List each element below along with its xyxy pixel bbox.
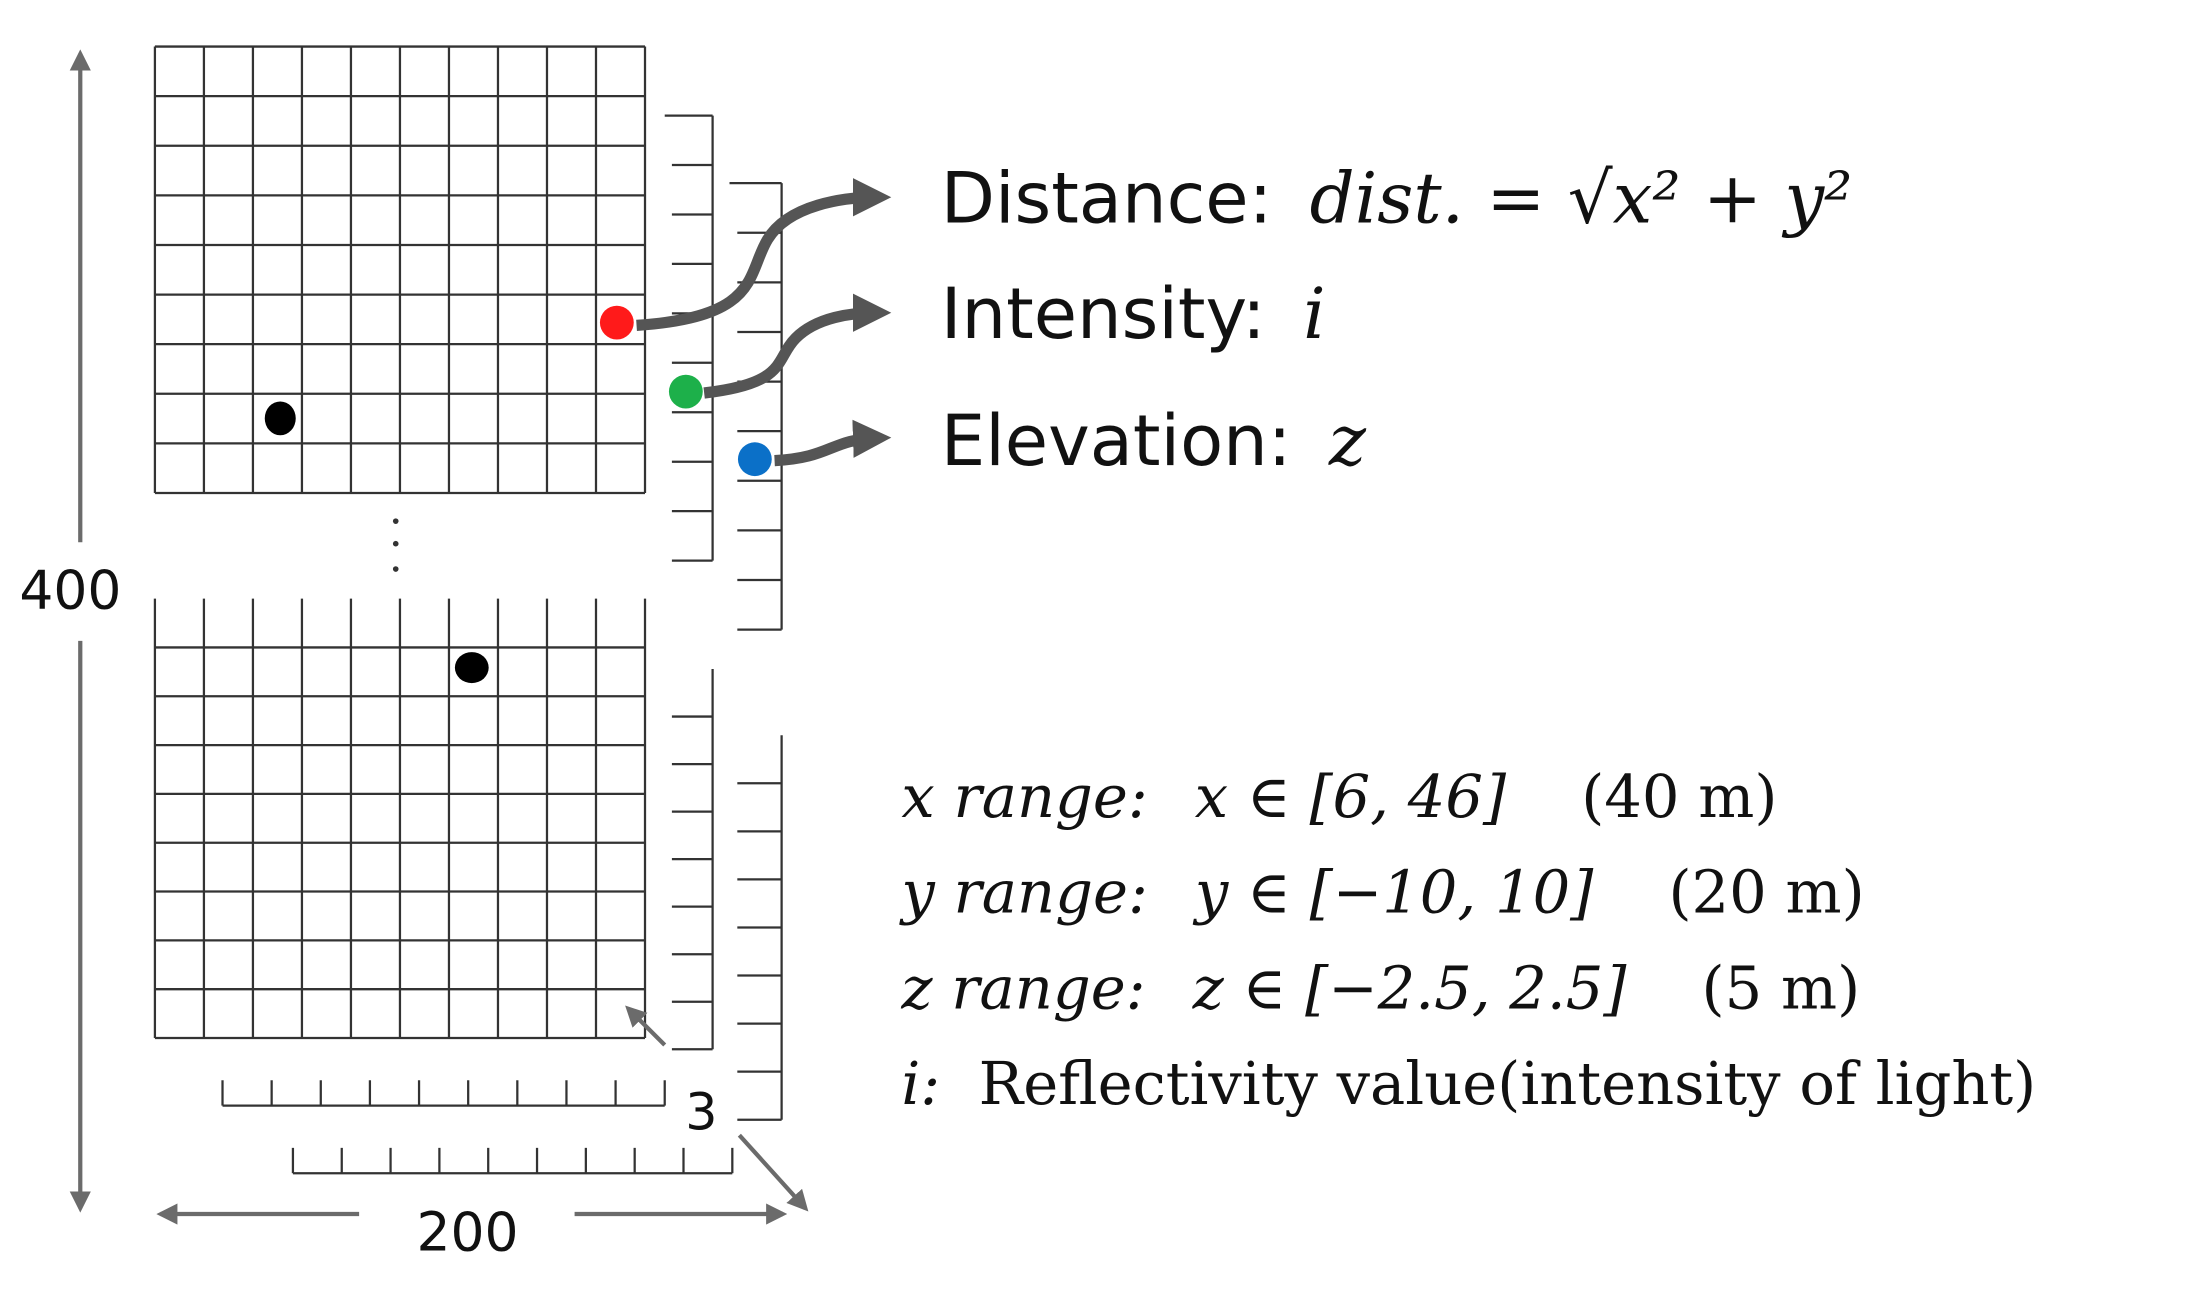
range-expr: Reflectivity value(intensity of light) (979, 1049, 2037, 1118)
point (264, 401, 296, 436)
distance-point (599, 305, 634, 340)
feature-name: Elevation: (941, 400, 1292, 482)
feature-formula: i (1303, 273, 1326, 355)
range: y range: y ∈ [−10, 10] (20 m) (898, 858, 1864, 927)
range-label: i: (901, 1049, 940, 1118)
ellipsis-dot (392, 540, 399, 547)
intensity-point (668, 374, 703, 409)
elevation-point (737, 442, 772, 477)
grid-layers (153, 45, 783, 1175)
range: z range: z ∈ [−2.5, 2.5] (5 m) (900, 953, 1860, 1022)
ellipsis-dot (392, 518, 399, 524)
width-label: 200 (416, 1201, 518, 1264)
range-expr: z ∈ [−2.5, 2.5] (1192, 953, 1628, 1022)
channel-arrow (737, 1133, 809, 1212)
range: i: Reflectivity value(intensity of light… (901, 1049, 2036, 1118)
range-label: y range: (898, 858, 1148, 927)
feature-name: Distance: (941, 158, 1273, 240)
channel-arrow (625, 1005, 667, 1047)
feature-formula: dist. = √x² + y² (1310, 158, 1853, 240)
range: x range: x ∈ [6, 46] (40 m) (901, 762, 1777, 831)
range-expr: x ∈ [6, 46] (1195, 762, 1507, 831)
range-extent: (5 m) (1702, 953, 1861, 1022)
range-expr: y ∈ [−10, 10] (1192, 858, 1594, 927)
range-label: x range: (901, 762, 1148, 831)
channel-label: 3 (685, 1083, 717, 1142)
range-extent: (20 m) (1668, 858, 1864, 927)
feature-arrow (703, 293, 892, 399)
height-label: 400 (19, 558, 121, 621)
feature-arrow (636, 178, 892, 332)
feature: Elevation: z (941, 400, 1367, 482)
feature-arrow (774, 419, 892, 467)
range-extent: (40 m) (1581, 762, 1777, 831)
point (454, 652, 489, 684)
feature: Distance: dist. = √x² + y² (941, 158, 1853, 240)
feature-formula: z (1328, 400, 1367, 482)
range-label: z range: (900, 953, 1145, 1022)
feature-name: Intensity: (941, 273, 1266, 355)
ellipsis-dot (392, 566, 399, 572)
feature: Intensity: i (941, 273, 1326, 355)
